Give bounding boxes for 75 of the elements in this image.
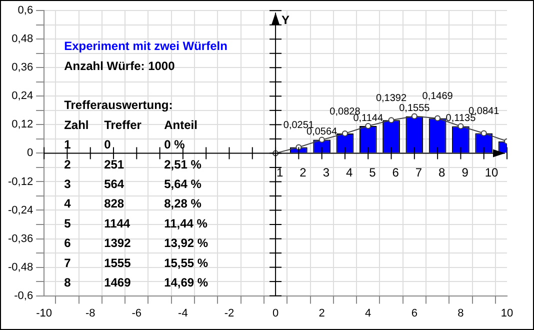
y-tick-label: 0,12 [12, 118, 34, 131]
annotation: 1392 [104, 236, 132, 250]
annotation: 5 [369, 166, 376, 180]
x-tick-label: 4 [365, 307, 372, 320]
point [434, 115, 441, 122]
y-tick-label: 0 [26, 147, 34, 160]
annotation: 828 [104, 196, 124, 211]
point [388, 117, 394, 124]
x-tick-label: 2 [318, 307, 325, 320]
annotation: 5,64 % [164, 177, 202, 192]
annotation: 1555 [104, 256, 132, 270]
y-tick-label: 0,6 [18, 4, 34, 17]
annotation: 251 [104, 157, 124, 172]
annotation: 5 [64, 216, 72, 230]
data-label: 0,1469 [422, 91, 454, 102]
annotation: 14,69 % [164, 276, 208, 290]
annotation: 7 [415, 166, 422, 180]
annotation: 6 [64, 236, 72, 250]
text: Anzahl Würfe: 1000 [64, 58, 176, 73]
annotation: 2 [300, 166, 307, 180]
annotation: Treffer [104, 118, 142, 132]
annotation: 10 [484, 166, 499, 180]
annotation: 4 [346, 166, 353, 180]
annotation: 2,51 % [164, 157, 202, 172]
annotation: 13,92 % [164, 236, 208, 250]
annotation: 4 [64, 196, 72, 211]
annotation: 9 [462, 166, 469, 180]
annotation: Zahl [64, 118, 89, 132]
annotation: 1469 [104, 276, 132, 290]
point [342, 130, 348, 137]
point [411, 113, 418, 120]
x-tick-label: -8 [85, 307, 96, 320]
y-tick-label: 0,36 [12, 62, 34, 74]
x-tick-label: 10 [500, 307, 514, 320]
data-label: 0,1392 [376, 92, 407, 104]
annotation: 1 [276, 166, 284, 180]
point [458, 123, 464, 130]
annotation: 8,28 % [164, 196, 202, 211]
y-axis-title: Y [282, 12, 290, 27]
y-tick-label: -0,48 [8, 261, 34, 274]
annotation: 15,55 % [164, 256, 208, 270]
x-tick-label: -6 [132, 307, 142, 320]
annotation: 3 [64, 177, 72, 192]
x-tick-label: 6 [411, 307, 418, 320]
point [480, 130, 487, 136]
x-tick-label: 8 [458, 307, 464, 320]
data-label: 0,1555 [399, 102, 430, 114]
y-tick-label: -0,36 [8, 232, 34, 245]
annotation: 0 [104, 138, 112, 152]
text: Experiment mit zwei Würfeln [64, 38, 228, 53]
y-tick-label: -0,12 [8, 176, 34, 188]
annotation: 2 [64, 157, 72, 172]
annotation: 3 [322, 166, 330, 180]
annotation: 1 [64, 138, 72, 152]
y-tick-label: -0,6 [14, 290, 34, 302]
x-tick-label: 0 [272, 307, 279, 320]
x-tick-label: -10 [36, 307, 52, 320]
annotation: Trefferauswertung: [64, 98, 173, 112]
annotation: 1144 [104, 216, 130, 230]
y-tick-label: 0,48 [12, 33, 34, 46]
point [318, 136, 325, 143]
y-tick-label: 0,24 [12, 90, 34, 102]
point [365, 123, 372, 130]
x-tick-label: -4 [178, 307, 188, 320]
annotation: 564 [104, 177, 124, 192]
x-tick-label: -2 [224, 307, 234, 320]
annotation: 6 [392, 166, 400, 180]
annotation: 8 [64, 276, 72, 290]
annotation: 0 % [164, 138, 186, 152]
y-tick-label: -0,24 [8, 204, 34, 216]
annotation: 7 [64, 256, 72, 270]
data-label: 0,0828 [330, 106, 361, 118]
annotation: 8 [438, 166, 446, 180]
annotation: 11,44 % [164, 216, 208, 230]
annotation: Anteil [164, 118, 198, 132]
